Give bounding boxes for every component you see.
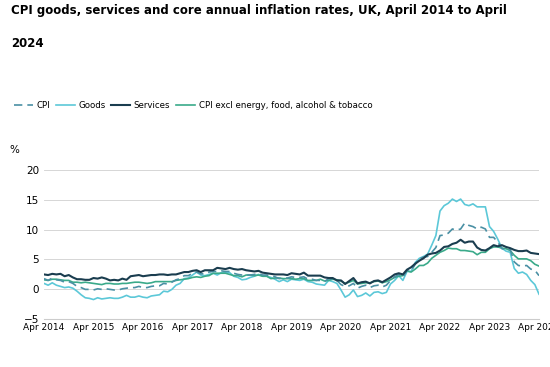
Text: 2024: 2024 (11, 37, 43, 50)
Text: %: % (9, 145, 19, 155)
Text: CPI goods, services and core annual inflation rates, UK, April 2014 to April: CPI goods, services and core annual infl… (11, 4, 507, 17)
Legend: CPI, Goods, Services, CPI excl energy, food, alcohol & tobacco: CPI, Goods, Services, CPI excl energy, f… (14, 101, 372, 110)
